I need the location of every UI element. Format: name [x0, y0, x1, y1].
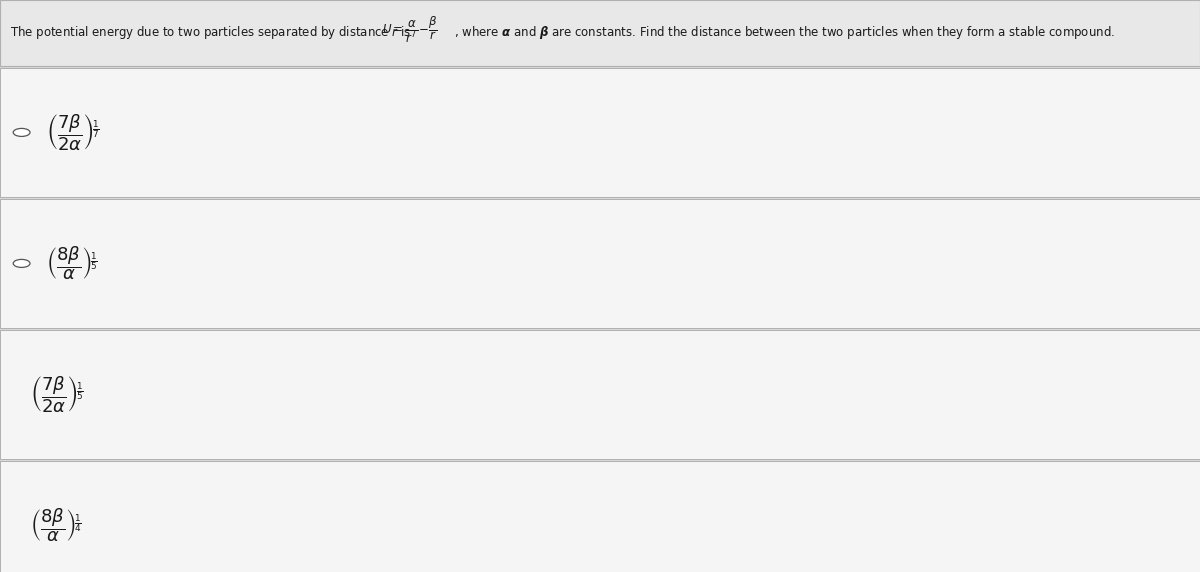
Text: $\left(\dfrac{7\beta}{2\alpha}\right)^{\!\frac{1}{7}}$: $\left(\dfrac{7\beta}{2\alpha}\right)^{\…: [46, 112, 100, 153]
Circle shape: [13, 259, 30, 267]
Text: $\left(\dfrac{8\beta}{\alpha}\right)^{\!\frac{1}{4}}$: $\left(\dfrac{8\beta}{\alpha}\right)^{\!…: [30, 507, 82, 544]
FancyBboxPatch shape: [0, 199, 1200, 328]
Text: , where $\boldsymbol{\alpha}$ and $\boldsymbol{\beta}$ are constants. Find the d: , where $\boldsymbol{\alpha}$ and $\bold…: [454, 25, 1115, 41]
Circle shape: [13, 128, 30, 136]
FancyBboxPatch shape: [0, 68, 1200, 197]
Text: $U=\dfrac{\alpha}{r^{7}}\!-\!\dfrac{\beta}{r}$: $U=\dfrac{\alpha}{r^{7}}\!-\!\dfrac{\bet…: [382, 14, 437, 46]
Text: $\left(\dfrac{7\beta}{2\alpha}\right)^{\!\frac{1}{5}}$: $\left(\dfrac{7\beta}{2\alpha}\right)^{\…: [30, 374, 84, 415]
Text: $\left(\dfrac{8\beta}{\alpha}\right)^{\!\frac{1}{5}}$: $\left(\dfrac{8\beta}{\alpha}\right)^{\!…: [46, 245, 97, 282]
FancyBboxPatch shape: [0, 330, 1200, 459]
FancyBboxPatch shape: [0, 461, 1200, 572]
Text: The potential energy due to two particles separated by distance $r$ is: The potential energy due to two particle…: [10, 25, 410, 41]
FancyBboxPatch shape: [0, 0, 1200, 66]
